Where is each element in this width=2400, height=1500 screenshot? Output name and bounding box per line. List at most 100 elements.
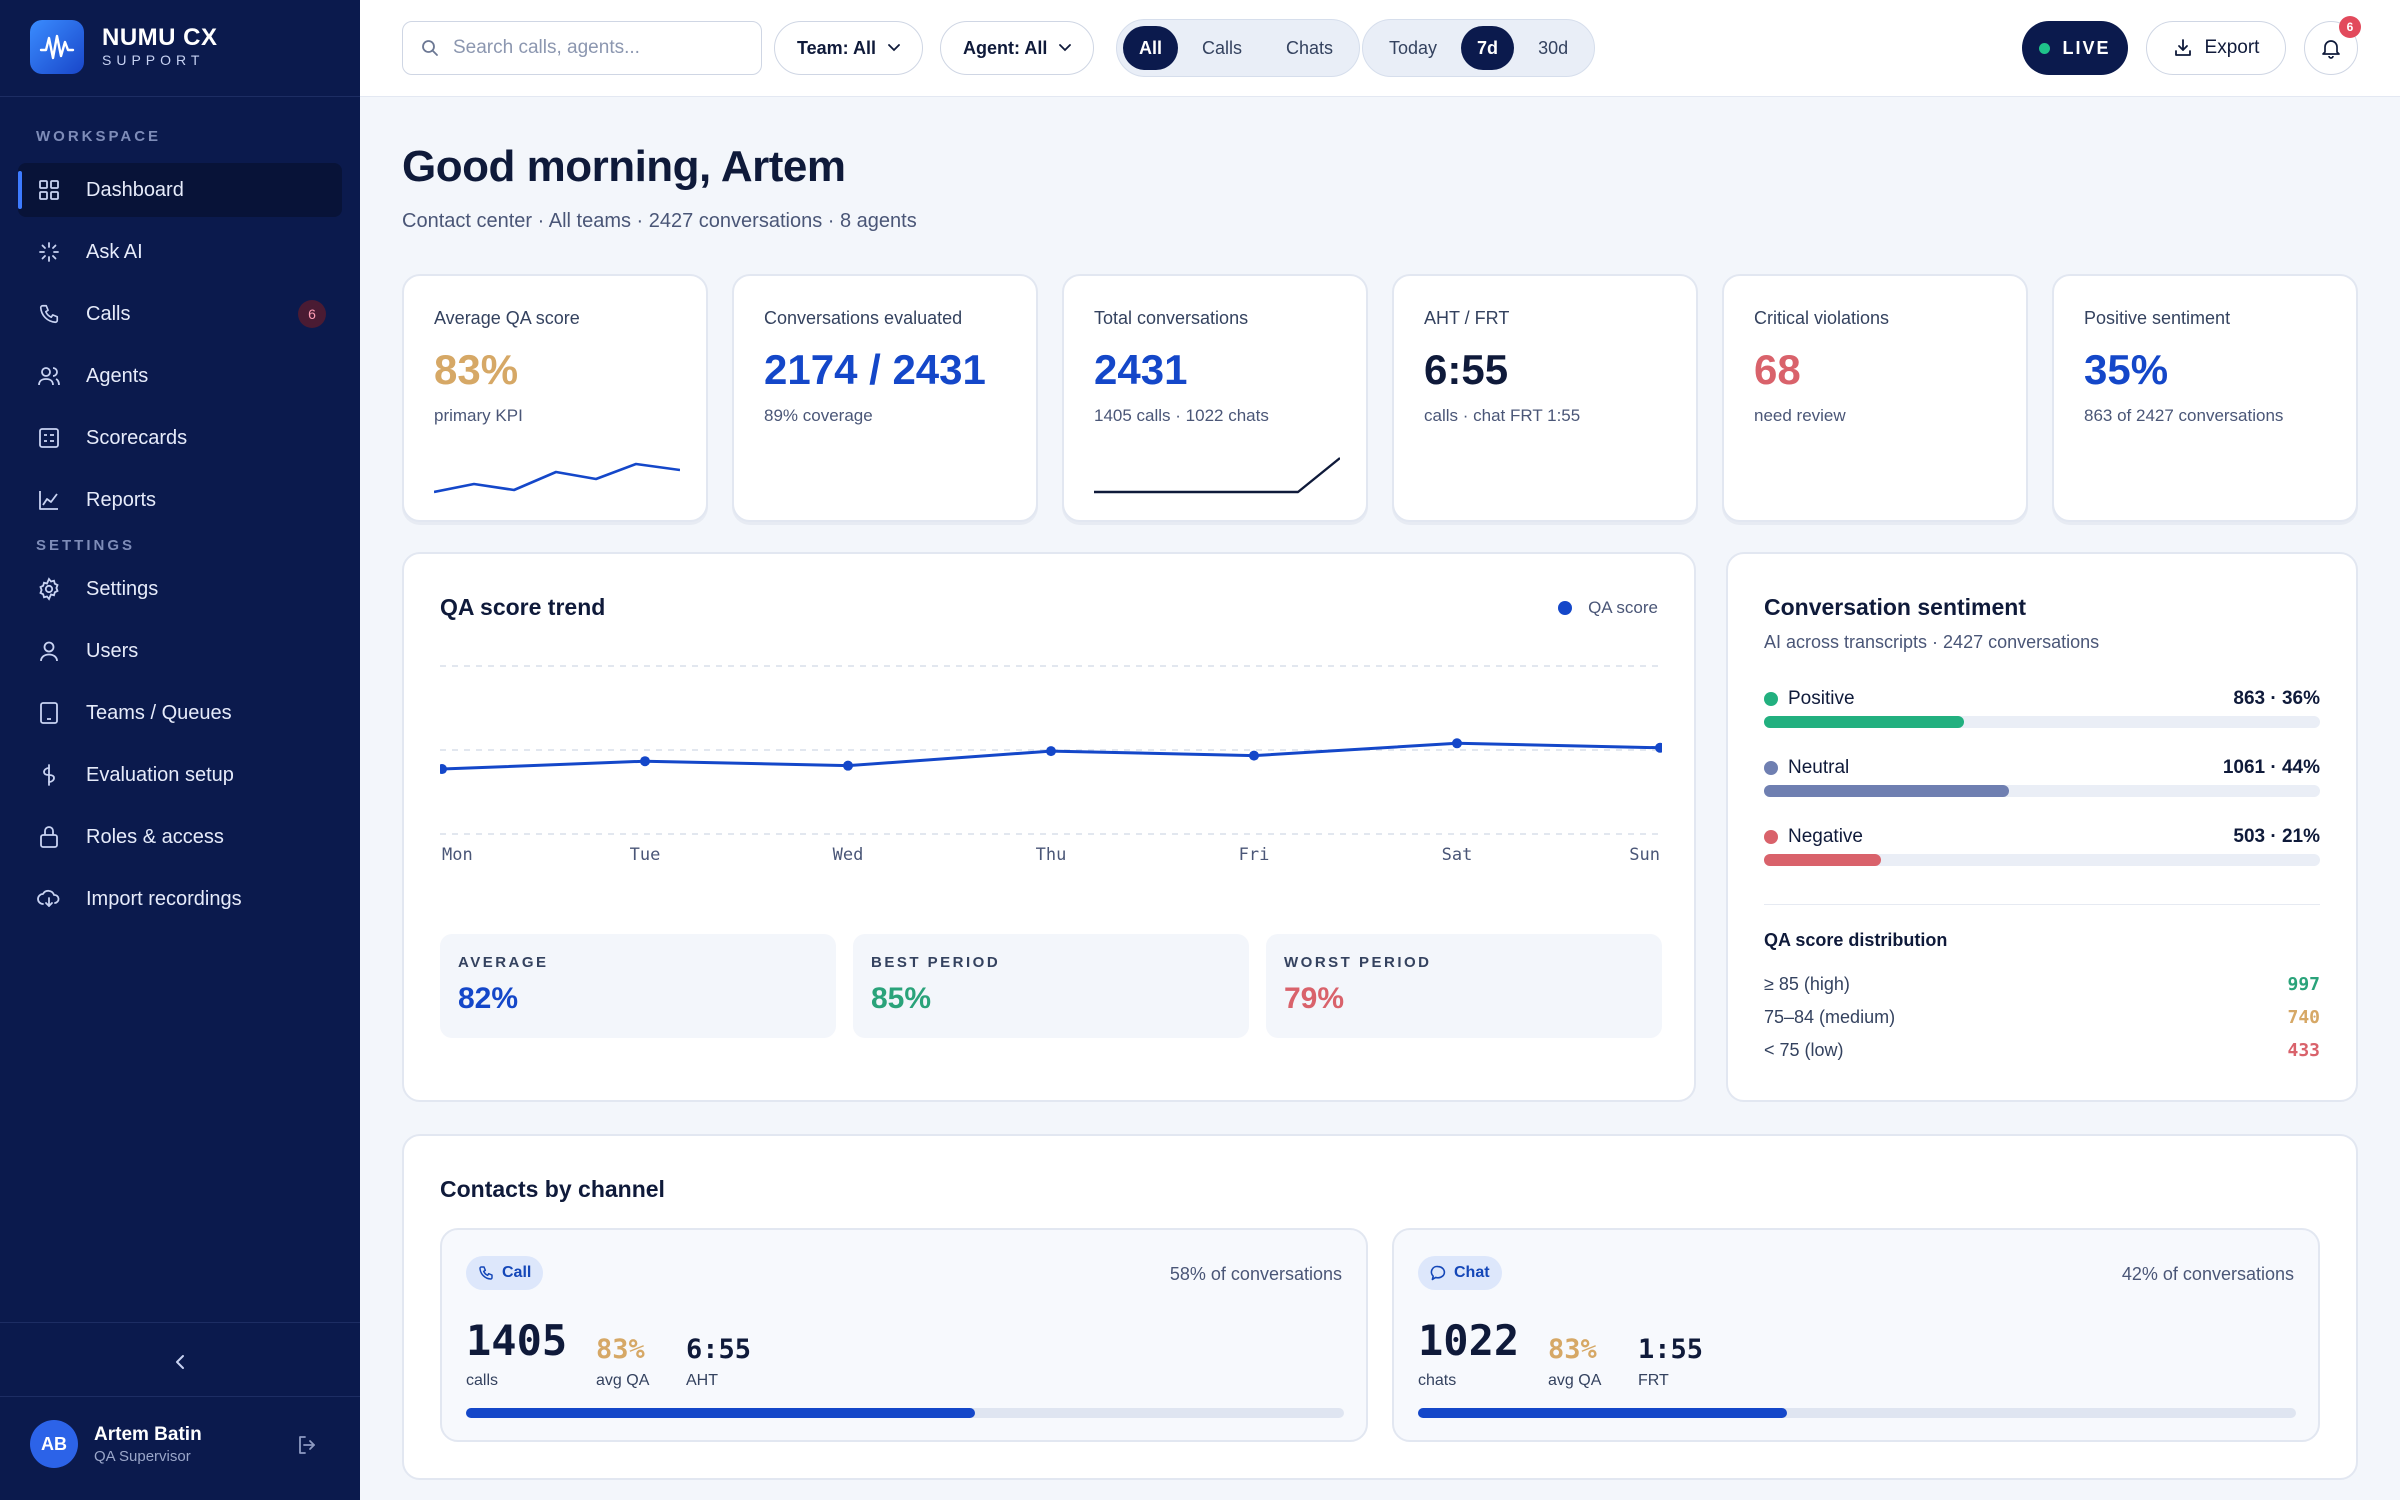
sidebar-item-import-recordings[interactable]: Import recordings xyxy=(18,872,342,926)
tab-calls[interactable]: Calls xyxy=(1202,37,1243,58)
sidebar-divider xyxy=(0,1396,360,1397)
sentiment-bar-track xyxy=(1764,854,2320,866)
live-dot-icon xyxy=(2039,42,2051,54)
chevron-left-icon xyxy=(176,1355,184,1369)
kpi-card-total-conversations[interactable]: Total conversations 2431 1405 calls · 10… xyxy=(1062,274,1368,522)
kpi-card-aht-frt[interactable]: AHT / FRT 6:55 calls · chat FRT 1:55 xyxy=(1392,274,1698,522)
tablet-icon xyxy=(36,700,62,726)
sidebar-item-label: Ask AI xyxy=(86,240,143,263)
sidebar-divider xyxy=(0,96,360,97)
channel-count: 1022 xyxy=(1418,1316,1520,1365)
kpi-card-critical-violations[interactable]: Critical violations 68 need review xyxy=(1722,274,2028,522)
worst-period-stat-box: WORST PERIOD 79% xyxy=(1266,934,1662,1038)
sparkle-icon xyxy=(36,239,62,265)
kpi-label: Critical violations xyxy=(1754,308,1890,328)
pill-label: Call xyxy=(502,1264,532,1281)
x-tick-label: Thu xyxy=(1036,845,1067,865)
sidebar-item-settings[interactable]: Settings xyxy=(18,562,342,616)
kpi-card-conversations-evaluated[interactable]: Conversations evaluated 2174 / 2431 89% … xyxy=(732,274,1038,522)
sidebar-item-agents[interactable]: Agents xyxy=(18,349,342,403)
sentiment-name: Negative xyxy=(1788,826,1863,847)
kpi-value: 83% xyxy=(434,346,519,393)
grid-icon xyxy=(36,177,62,203)
gear-icon xyxy=(36,576,62,602)
import-icon xyxy=(36,886,62,912)
notifications-button[interactable]: 6 xyxy=(2304,16,2361,75)
tab-7d[interactable]: 7d xyxy=(1461,26,1515,70)
avatar: AB xyxy=(30,1420,78,1468)
users-icon xyxy=(36,363,62,389)
brand-subtitle: SUPPORT xyxy=(102,52,205,68)
live-button[interactable]: LIVE xyxy=(2022,21,2128,75)
sidebar-item-calls[interactable]: Calls 6 xyxy=(18,287,342,341)
channel-progress-fill xyxy=(466,1408,976,1418)
kpi-card-positive-sentiment[interactable]: Positive sentiment 35% 863 of 2427 conve… xyxy=(2052,274,2358,522)
channels-title: Contacts by channel xyxy=(440,1176,665,1202)
sidebar-item-label: Dashboard xyxy=(86,178,184,201)
stat-label: BEST PERIOD xyxy=(871,954,1001,971)
sidebar-item-label: Scorecards xyxy=(86,426,188,449)
sentiment-row-negative: Negative 503 · 21% xyxy=(1764,826,2320,868)
export-button[interactable]: Export xyxy=(2146,21,2286,75)
chevron-down-icon xyxy=(888,44,900,52)
kpi-label: Positive sentiment xyxy=(2084,308,2231,328)
best-period-stat-box: BEST PERIOD 85% xyxy=(853,934,1249,1038)
phone-icon xyxy=(479,1266,493,1280)
page-title: Good morning, Artem xyxy=(402,142,846,191)
search-box[interactable] xyxy=(402,21,762,75)
distribution-value: 433 xyxy=(2287,1040,2320,1061)
sidebar-item-label: Users xyxy=(86,639,139,662)
kpi-label: AHT / FRT xyxy=(1424,308,1510,328)
kpi-subtext: primary KPI xyxy=(434,406,523,425)
tab-today[interactable]: Today xyxy=(1389,37,1438,58)
kpi-card-qa-score[interactable]: Average QA score 83% primary KPI xyxy=(402,274,708,522)
user-profile[interactable]: AB Artem Batin QA Supervisor xyxy=(30,1420,202,1468)
data-point xyxy=(1249,750,1259,761)
agent-filter-dropdown[interactable]: Agent: All xyxy=(940,21,1095,75)
kpi-subtext: calls · chat FRT 1:55 xyxy=(1424,406,1581,425)
channel-tabs: All Calls Chats xyxy=(1116,19,1361,77)
data-point xyxy=(1655,742,1662,753)
qa-trend-chart: Mon Tue Wed Thu Fri Sat Sun xyxy=(440,665,1662,865)
sidebar-item-label: Import recordings xyxy=(86,887,242,910)
channel-card-chat[interactable]: Chat 42% of conversations 1022 chats 83%… xyxy=(1392,1228,2320,1442)
sidebar-item-reports[interactable]: Reports xyxy=(18,473,342,527)
sentiment-bar-track xyxy=(1764,785,2320,797)
page-subtitle: Contact center · All teams · 2427 conver… xyxy=(402,210,917,232)
team-filter-dropdown[interactable]: Team: All xyxy=(774,21,924,75)
sidebar-item-label: Agents xyxy=(86,364,149,387)
x-tick-label: Tue xyxy=(630,845,661,865)
channel-count-label: chats xyxy=(1418,1372,1457,1389)
channel-time-label: AHT xyxy=(686,1372,718,1389)
kpi-subtext: 89% coverage xyxy=(764,406,873,425)
channel-count-label: calls xyxy=(466,1372,499,1389)
tab-30d[interactable]: 30d xyxy=(1538,37,1569,58)
phone-icon xyxy=(36,301,62,327)
channel-progress-track xyxy=(466,1408,1344,1418)
brand-name: NUMU CX xyxy=(102,24,218,51)
logout-icon[interactable] xyxy=(296,1434,322,1460)
tab-chats[interactable]: Chats xyxy=(1286,37,1334,58)
sidebar-item-evaluation-setup[interactable]: Evaluation setup xyxy=(18,748,342,802)
channel-card-call[interactable]: Call 58% of conversations 1405 calls 83%… xyxy=(440,1228,1368,1442)
top-bar: Team: All Agent: All All Calls Chats Tod… xyxy=(360,0,2400,97)
sidebar-item-teams-queues[interactable]: Teams / Queues xyxy=(18,686,342,740)
search-input[interactable] xyxy=(453,37,733,59)
sentiment-row-positive: Positive 863 · 36% xyxy=(1764,688,2320,730)
sidebar-item-label: Settings xyxy=(86,577,159,600)
sidebar-item-roles-access[interactable]: Roles & access xyxy=(18,810,342,864)
live-label: LIVE xyxy=(2062,37,2111,58)
brand[interactable]: NUMU CX SUPPORT xyxy=(30,20,218,74)
tab-all[interactable]: All xyxy=(1123,26,1179,70)
sentiment-value: 503 · 21% xyxy=(2233,826,2320,847)
sidebar: NUMU CX SUPPORT WORKSPACE Dashboard Ask … xyxy=(0,0,360,1500)
collapse-sidebar-button[interactable] xyxy=(164,1346,196,1378)
calls-count-badge: 6 xyxy=(298,300,326,328)
sidebar-item-users[interactable]: Users xyxy=(18,624,342,678)
stat-value: 79% xyxy=(1284,982,1345,1015)
sidebar-item-scorecards[interactable]: Scorecards xyxy=(18,411,342,465)
sentiment-bar-fill xyxy=(1764,716,1965,728)
sidebar-item-ask-ai[interactable]: Ask AI xyxy=(18,225,342,279)
export-label: Export xyxy=(2204,37,2260,58)
sidebar-item-dashboard[interactable]: Dashboard xyxy=(18,163,342,217)
